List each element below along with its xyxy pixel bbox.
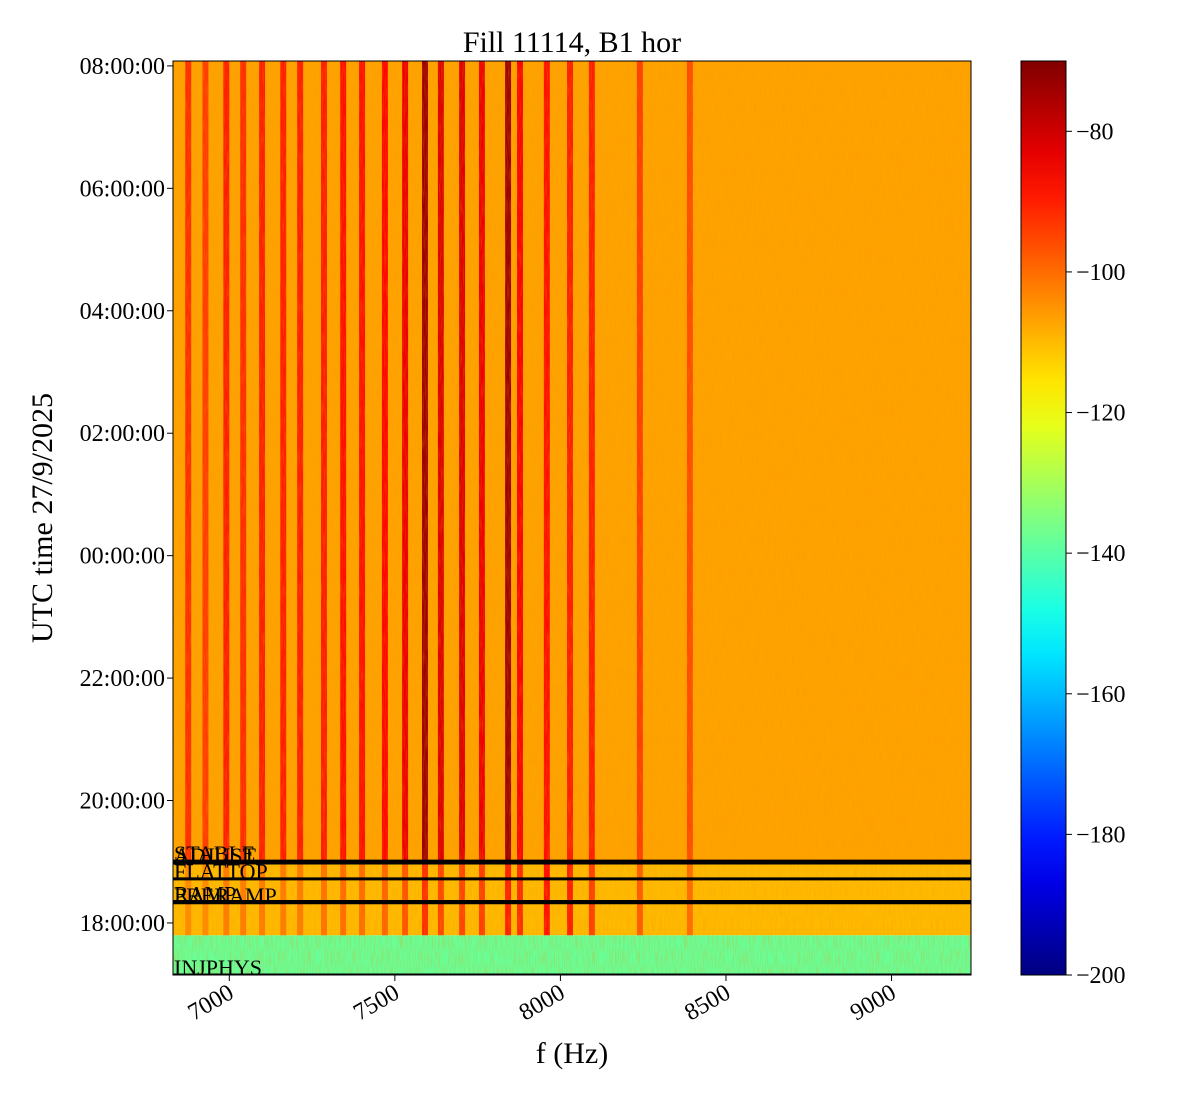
y-axis-label: UTC time 27/9/2025 — [26, 393, 59, 643]
mode-label: RAMP — [174, 882, 236, 907]
y-tick-label: 18:00:00 — [80, 911, 165, 937]
colorbar-tick-label: −200 — [1076, 963, 1126, 989]
colorbar-tick-label: −100 — [1076, 260, 1126, 286]
mode-label: PRERAMP — [174, 883, 277, 908]
mode-lines — [173, 859, 971, 975]
chart-title: Fill 11114, B1 hor — [463, 26, 681, 59]
x-tick-label: 9000 — [846, 980, 901, 1027]
colorbar-tick-label: −140 — [1076, 541, 1126, 567]
mode-label: STABLE — [174, 841, 255, 866]
y-tick-label: 04:00:00 — [80, 299, 165, 325]
mode-label: ADJUST — [174, 843, 256, 868]
x-axis-label: f (Hz) — [536, 1037, 608, 1070]
y-tick-label: 20:00:00 — [80, 789, 165, 815]
colorbar-tick-label: −160 — [1076, 682, 1126, 708]
mode-label: INJPHYS — [174, 955, 262, 980]
noise-texture — [173, 61, 971, 975]
y-tick-label: 22:00:00 — [80, 666, 165, 692]
colorbar — [1020, 60, 1067, 976]
y-tick-label: 02:00:00 — [80, 421, 165, 447]
colorbar-tick-label: −180 — [1076, 822, 1126, 848]
mode-label: FLATTOP — [174, 859, 268, 884]
colorbar-tick-label: −80 — [1076, 119, 1114, 145]
y-tick-label: 08:00:00 — [80, 54, 165, 80]
x-tick-label: 8500 — [680, 980, 735, 1027]
plot-frame — [172, 60, 972, 976]
x-tick-label: 7000 — [184, 980, 239, 1027]
y-tick-label: 06:00:00 — [80, 176, 165, 202]
y-tick-label: 00:00:00 — [80, 544, 165, 570]
x-tick-label: 7500 — [349, 980, 404, 1027]
x-tick-label: 8000 — [515, 980, 570, 1027]
colorbar-tick-label: −120 — [1076, 401, 1126, 427]
